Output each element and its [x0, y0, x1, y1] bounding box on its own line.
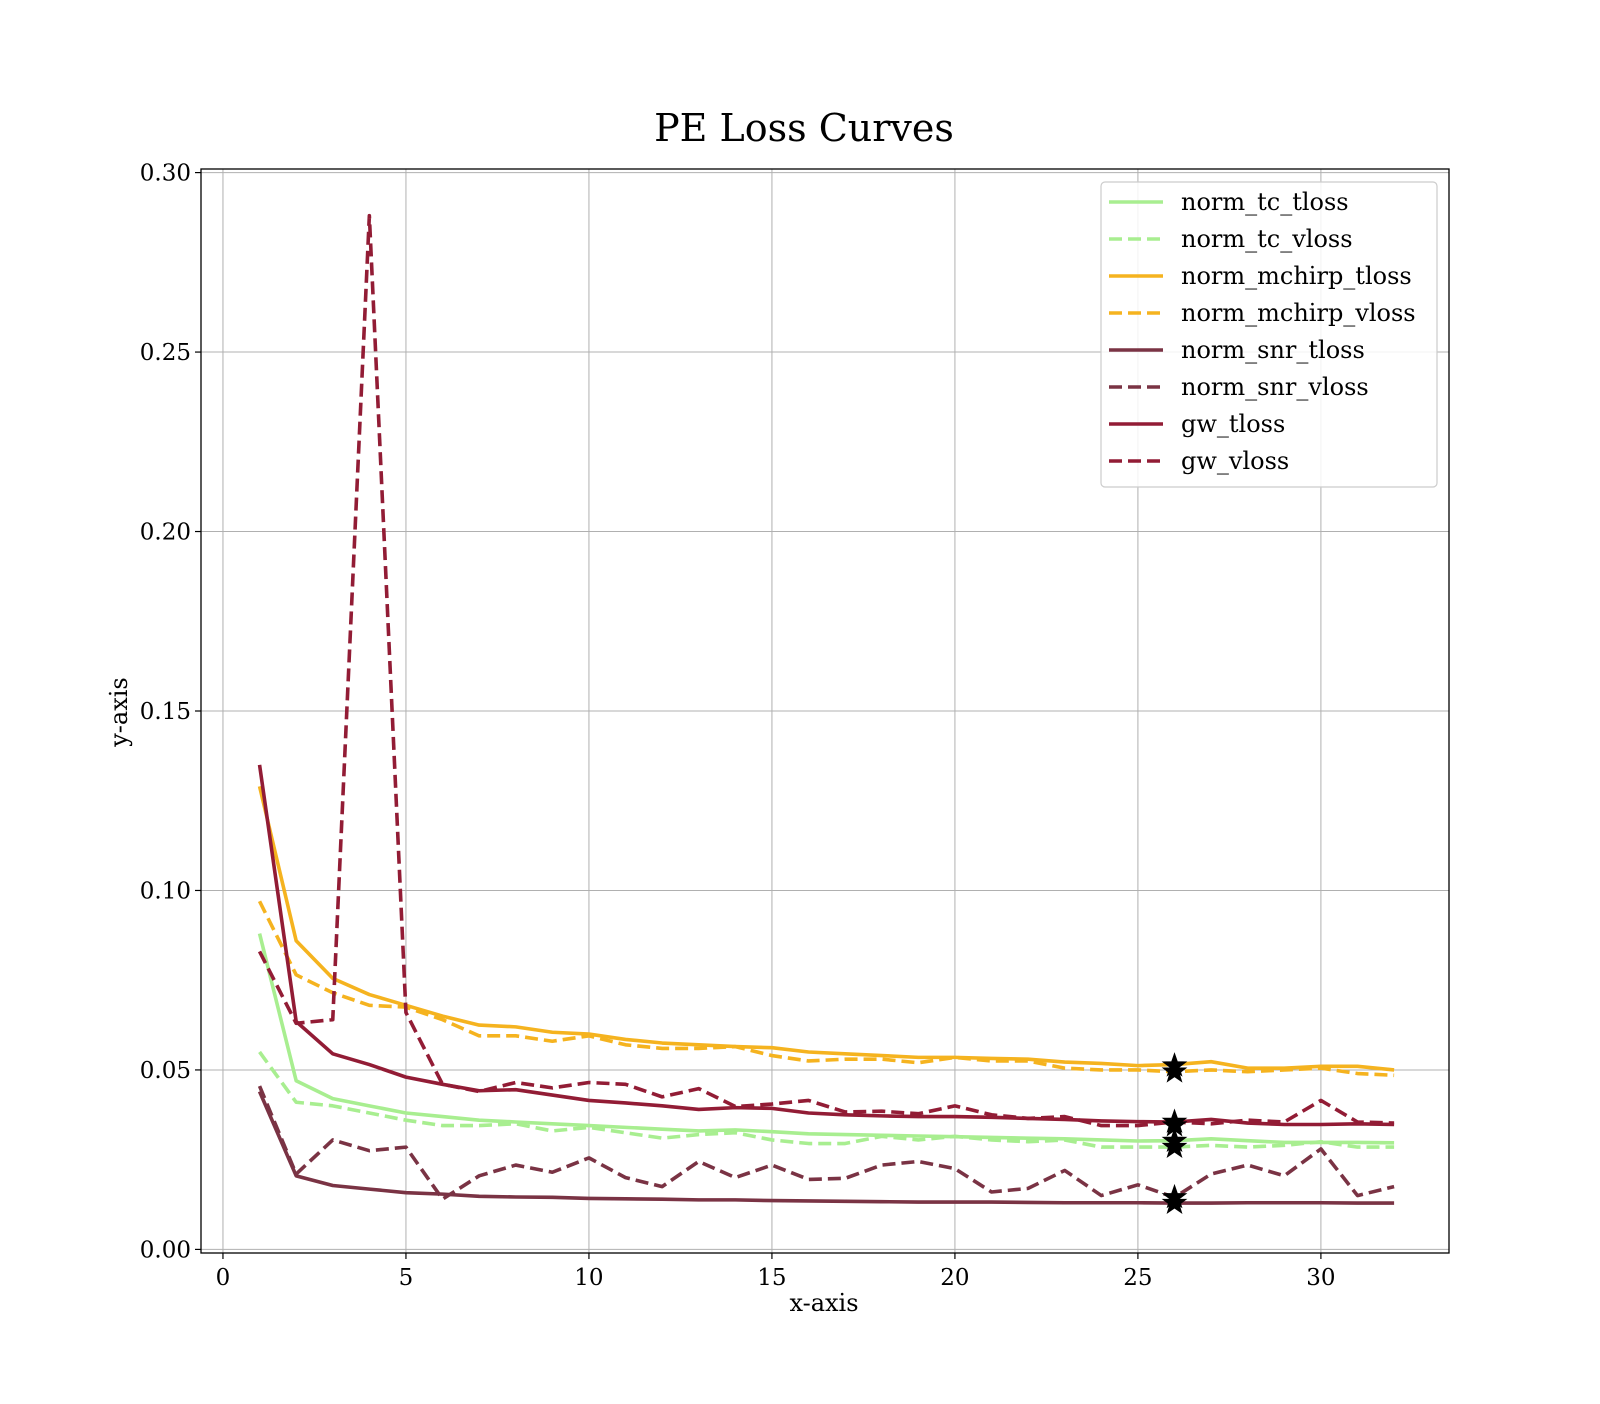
y-tick-label: 0.25	[140, 340, 191, 366]
legend-entry-label: gw_tloss	[1181, 410, 1285, 438]
series-line-norm-snr-vloss	[257, 1085, 1395, 1201]
legend-entry-label: norm_tc_vloss	[1181, 225, 1353, 253]
y-tick-label: 0.20	[140, 520, 191, 546]
gridlines	[201, 169, 1449, 1253]
x-axis-label: x-axis	[789, 1289, 858, 1317]
chart-title: PE Loss Curves	[654, 106, 954, 150]
x-tick-label: 15	[757, 1265, 786, 1291]
best-epoch-star-marker	[1161, 1183, 1188, 1209]
y-tick-label: 0.05	[140, 1058, 191, 1084]
best-epoch-star-marker	[1161, 1058, 1188, 1083]
x-tick-label: 5	[399, 1265, 414, 1291]
series-line-norm-tc-tloss	[257, 933, 1395, 1145]
series-line-norm-mchirp-tloss	[257, 785, 1395, 1072]
best-epoch-star-marker	[1161, 1133, 1188, 1159]
series-line-gw-vloss	[257, 213, 1395, 1128]
y-tick-label: 0.00	[140, 1237, 191, 1263]
x-tick-label: 10	[574, 1265, 603, 1291]
legend-entry-label: norm_mchirp_vloss	[1181, 299, 1416, 327]
legend-entry-label: norm_snr_tloss	[1181, 336, 1365, 364]
x-tick-label: 30	[1306, 1265, 1335, 1291]
y-tick-label: 0.15	[140, 699, 191, 725]
x-tick-label: 25	[1123, 1265, 1152, 1291]
legend-entry-label: gw_vloss	[1181, 447, 1289, 475]
series-lines	[257, 213, 1395, 1205]
legend-box	[1100, 181, 1438, 488]
best-epoch-star-marker	[1161, 1112, 1188, 1137]
legend: norm_tc_tloss norm_tc_vloss norm_mchirp_tl…	[1100, 181, 1438, 488]
legend-entry-label: norm_tc_tloss	[1181, 188, 1349, 216]
best-epoch-markers	[1161, 1052, 1188, 1215]
y-tick-label: 0.10	[140, 878, 191, 904]
axis-ticks: 0 5 10 15 20 25 30 0.00 0.05 0.10 0.15 0.20 0.25 0.30	[140, 161, 1336, 1291]
series-line-norm-mchirp-vloss	[257, 900, 1395, 1078]
x-tick-label: 20	[940, 1265, 969, 1291]
legend-entry-label: norm_snr_vloss	[1181, 373, 1369, 401]
legend-entry-label: norm_mchirp_tloss	[1181, 262, 1412, 290]
y-tick-label: 0.30	[140, 161, 191, 187]
x-tick-label: 0	[216, 1265, 231, 1291]
series-line-norm-tc-vloss	[258, 1050, 1395, 1149]
y-axis-label: y-axis	[105, 677, 133, 748]
